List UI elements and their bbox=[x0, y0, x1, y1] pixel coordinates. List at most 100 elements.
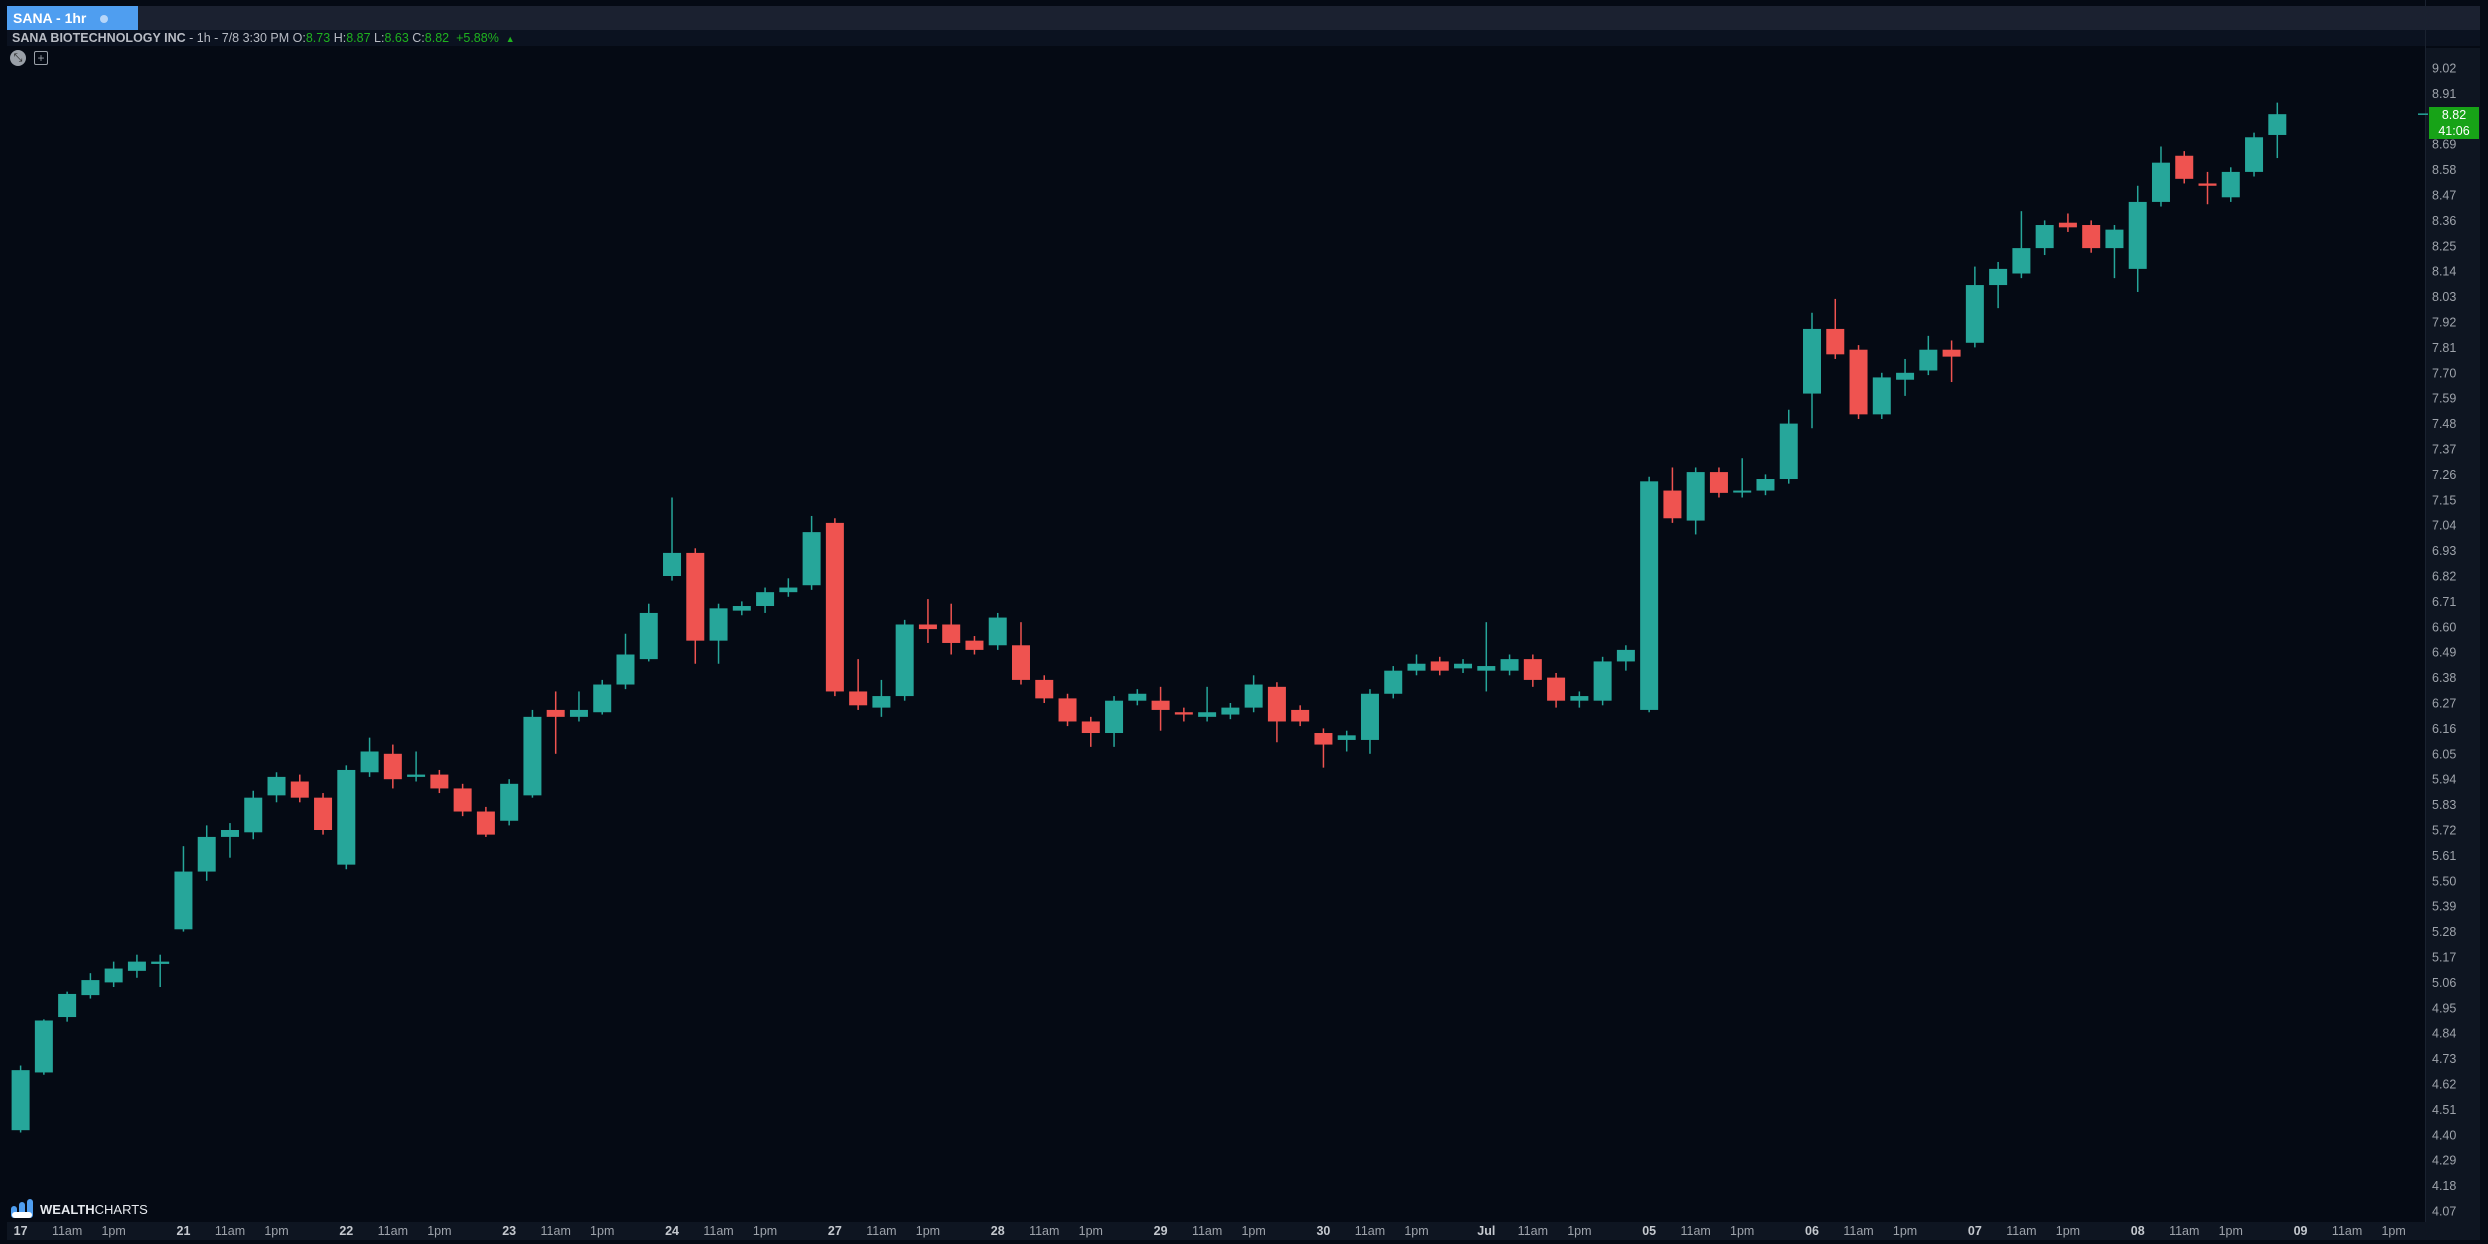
candle-body[interactable] bbox=[616, 654, 635, 685]
candle-body[interactable] bbox=[453, 788, 472, 812]
candle-body[interactable] bbox=[802, 532, 821, 586]
candle-body[interactable] bbox=[1803, 328, 1822, 394]
candle-body[interactable] bbox=[1267, 686, 1286, 722]
candle-body[interactable] bbox=[2151, 162, 2170, 202]
candle-body[interactable] bbox=[1291, 709, 1310, 722]
candle-body[interactable] bbox=[151, 961, 170, 964]
candle-body[interactable] bbox=[1616, 649, 1635, 662]
candle-body[interactable] bbox=[1826, 328, 1845, 355]
candle-body[interactable] bbox=[593, 684, 612, 713]
candle-body[interactable] bbox=[1640, 481, 1659, 710]
candle-body[interactable] bbox=[1198, 712, 1217, 717]
candle-body[interactable] bbox=[1733, 490, 1752, 493]
candle-body[interactable] bbox=[1756, 479, 1775, 491]
candle-body[interactable] bbox=[1593, 661, 1612, 701]
candle-body[interactable] bbox=[2198, 183, 2217, 186]
candle-body[interactable] bbox=[1849, 349, 1868, 415]
candle-body[interactable] bbox=[1035, 679, 1054, 699]
candle-body[interactable] bbox=[1454, 663, 1473, 669]
candle-body[interactable] bbox=[1221, 707, 1240, 715]
candle-body[interactable] bbox=[895, 624, 914, 697]
candle-body[interactable] bbox=[1384, 670, 1403, 694]
candle-body[interactable] bbox=[569, 709, 588, 717]
candle-body[interactable] bbox=[290, 781, 309, 798]
price-axis[interactable] bbox=[2425, 48, 2480, 1222]
candle-body[interactable] bbox=[1919, 349, 1938, 371]
candle-body[interactable] bbox=[314, 797, 333, 830]
candle-body[interactable] bbox=[756, 592, 775, 607]
candle-body[interactable] bbox=[1896, 372, 1915, 380]
candle-body[interactable] bbox=[1337, 735, 1356, 740]
candle-body[interactable] bbox=[1081, 721, 1100, 734]
candle-body[interactable] bbox=[1547, 677, 1566, 701]
candle-body[interactable] bbox=[1105, 700, 1124, 734]
candle-body[interactable] bbox=[639, 612, 658, 660]
candle-body[interactable] bbox=[1989, 268, 2008, 286]
candle-body[interactable] bbox=[360, 751, 379, 773]
candle-body[interactable] bbox=[709, 608, 728, 641]
candle-body[interactable] bbox=[58, 993, 77, 1018]
candle-body[interactable] bbox=[1570, 696, 1589, 701]
candle-body[interactable] bbox=[1686, 472, 1705, 521]
candle-body[interactable] bbox=[383, 753, 402, 780]
candle-body[interactable] bbox=[1174, 712, 1193, 715]
candle-body[interactable] bbox=[779, 587, 798, 593]
candle-body[interactable] bbox=[686, 552, 705, 641]
candle-body[interactable] bbox=[81, 980, 100, 996]
candle-body[interactable] bbox=[1151, 700, 1170, 710]
candle-body[interactable] bbox=[732, 606, 751, 611]
candle-body[interactable] bbox=[2105, 229, 2124, 249]
candle-body[interactable] bbox=[825, 522, 844, 692]
candle-body[interactable] bbox=[2082, 225, 2101, 249]
candle-body[interactable] bbox=[2175, 155, 2194, 179]
candle-body[interactable] bbox=[849, 691, 868, 706]
candle-body[interactable] bbox=[1872, 377, 1891, 415]
candle-body[interactable] bbox=[1709, 472, 1728, 493]
candle-body[interactable] bbox=[1663, 490, 1682, 519]
candle-body[interactable] bbox=[1500, 659, 1519, 671]
candle-body[interactable] bbox=[197, 836, 216, 872]
candle-body[interactable] bbox=[2245, 137, 2264, 172]
candle-body[interactable] bbox=[104, 968, 123, 983]
candle-body[interactable] bbox=[1523, 659, 1542, 680]
candle-body[interactable] bbox=[2128, 201, 2147, 269]
candle-body[interactable] bbox=[337, 769, 356, 865]
candle-body[interactable] bbox=[1430, 661, 1449, 671]
candle-body[interactable] bbox=[127, 961, 146, 971]
candle-body[interactable] bbox=[267, 776, 286, 796]
candle-body[interactable] bbox=[1942, 349, 1961, 357]
candle-body[interactable] bbox=[1011, 645, 1030, 680]
candle-body[interactable] bbox=[1128, 693, 1147, 701]
candle-body[interactable] bbox=[523, 716, 542, 796]
candle-body[interactable] bbox=[1314, 733, 1333, 745]
candle-body[interactable] bbox=[11, 1070, 30, 1131]
candle-body[interactable] bbox=[220, 830, 239, 837]
candle-body[interactable] bbox=[244, 797, 263, 833]
candle-body[interactable] bbox=[918, 624, 937, 630]
candle-body[interactable] bbox=[546, 709, 565, 717]
candle-body[interactable] bbox=[174, 871, 193, 930]
candle-body[interactable] bbox=[1965, 285, 1984, 343]
candle-body[interactable] bbox=[1477, 666, 1496, 671]
candle-body[interactable] bbox=[476, 811, 495, 835]
tab-sana-1hr[interactable]: SANA - 1hr bbox=[7, 6, 138, 30]
candle-body[interactable] bbox=[430, 774, 449, 789]
candle-body[interactable] bbox=[500, 783, 519, 821]
tab-settings-icon[interactable] bbox=[100, 15, 109, 24]
candle-body[interactable] bbox=[2012, 248, 2031, 274]
candle-body[interactable] bbox=[2221, 171, 2240, 198]
candle-body[interactable] bbox=[1058, 698, 1077, 722]
candle-body[interactable] bbox=[407, 774, 426, 777]
expand-icon[interactable]: ⤡ bbox=[10, 50, 26, 66]
candle-body[interactable] bbox=[2268, 114, 2287, 135]
candle-body[interactable] bbox=[1244, 684, 1263, 708]
candle-body[interactable] bbox=[942, 624, 961, 643]
candle-body[interactable] bbox=[663, 552, 682, 576]
candle-body[interactable] bbox=[2035, 225, 2054, 249]
candle-body[interactable] bbox=[1779, 423, 1798, 480]
time-axis[interactable] bbox=[7, 1222, 2480, 1240]
candle-body[interactable] bbox=[2058, 222, 2077, 228]
candle-body[interactable] bbox=[1360, 693, 1379, 740]
candle-body[interactable] bbox=[1407, 663, 1426, 671]
